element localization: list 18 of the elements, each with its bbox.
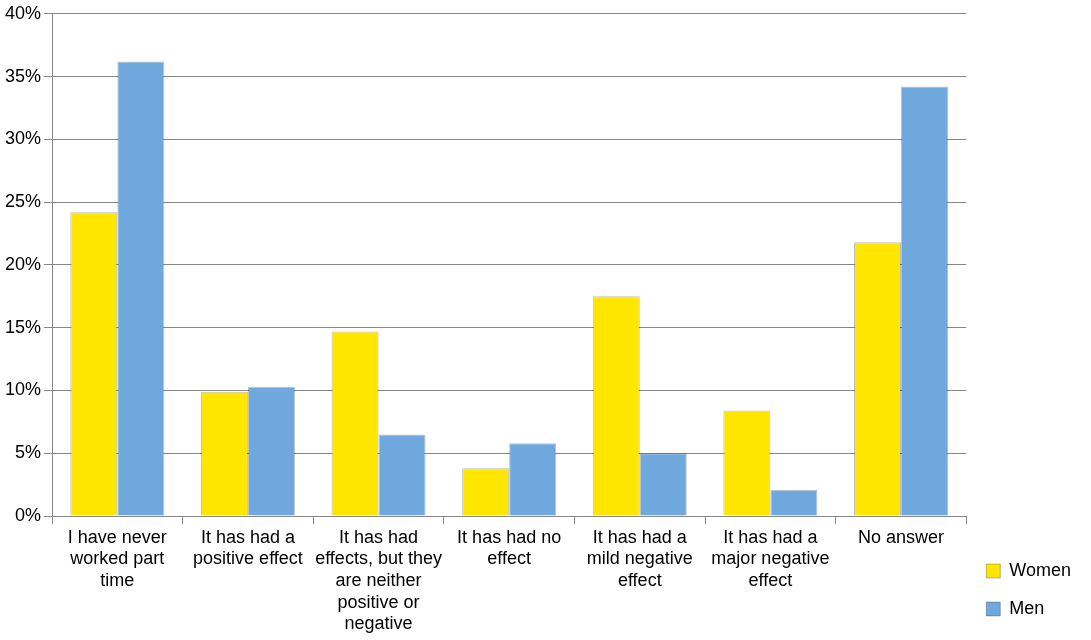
x-tick-label: It has had a positive effect [193, 526, 303, 569]
x-tick-label: It has had a mild negative effect [586, 526, 693, 590]
x-tick-label: I have never worked part time [67, 526, 167, 590]
legend-label: Women [1009, 559, 1072, 580]
y-tick-label: 30% [5, 128, 42, 149]
legend-label: Men [1009, 597, 1045, 618]
x-tick-label: It has had effects, but they are neither positive or negative [315, 526, 442, 634]
x-tick-label: No answer [857, 526, 945, 547]
y-tick-label: 35% [5, 65, 42, 86]
y-tick-label: 5% [15, 442, 42, 463]
y-tick-label: 40% [5, 2, 42, 23]
y-tick-label: 10% [5, 379, 42, 400]
x-tick-label: It has had a major negative effect [711, 526, 830, 590]
y-tick-label: 25% [5, 191, 42, 212]
y-tick-label: 0% [15, 504, 42, 525]
x-tick-label: It has had no effect [457, 526, 562, 569]
y-tick-label: 15% [5, 316, 42, 337]
y-tick-label: 20% [5, 253, 42, 274]
